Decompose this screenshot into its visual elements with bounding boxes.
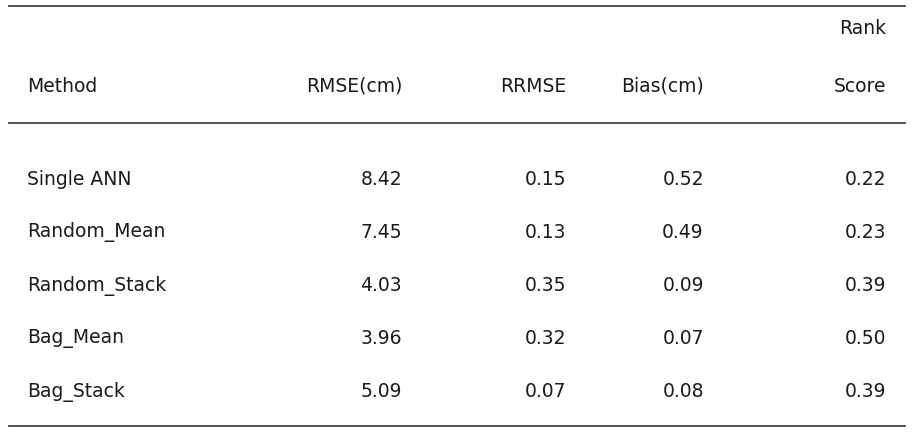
Text: 0.50: 0.50 <box>845 329 887 348</box>
Text: 7.45: 7.45 <box>360 223 402 242</box>
Text: Single ANN: Single ANN <box>27 170 132 189</box>
Text: 0.13: 0.13 <box>526 223 567 242</box>
Text: 0.32: 0.32 <box>526 329 567 348</box>
Text: 8.42: 8.42 <box>360 170 402 189</box>
Text: Score: Score <box>834 77 887 96</box>
Text: 0.23: 0.23 <box>845 223 887 242</box>
Text: 0.49: 0.49 <box>662 223 704 242</box>
Text: Bag_Stack: Bag_Stack <box>27 382 125 402</box>
Text: Random_Stack: Random_Stack <box>27 276 166 295</box>
Text: 3.96: 3.96 <box>361 329 402 348</box>
Text: Bag_Mean: Bag_Mean <box>27 329 124 348</box>
Text: 0.15: 0.15 <box>526 170 567 189</box>
Text: Method: Method <box>27 77 98 96</box>
Text: Random_Mean: Random_Mean <box>27 222 165 242</box>
Text: 0.09: 0.09 <box>663 276 704 295</box>
Text: 0.22: 0.22 <box>845 170 887 189</box>
Text: 0.52: 0.52 <box>663 170 704 189</box>
Text: RMSE(cm): RMSE(cm) <box>306 77 402 96</box>
Text: 5.09: 5.09 <box>361 382 402 401</box>
Text: Rank: Rank <box>839 19 887 38</box>
Text: RRMSE: RRMSE <box>501 77 567 96</box>
Text: 0.39: 0.39 <box>845 276 887 295</box>
Text: 0.07: 0.07 <box>663 329 704 348</box>
Text: 0.35: 0.35 <box>526 276 567 295</box>
Text: 0.07: 0.07 <box>526 382 567 401</box>
Text: 4.03: 4.03 <box>360 276 402 295</box>
Text: 0.39: 0.39 <box>845 382 887 401</box>
Text: 0.08: 0.08 <box>663 382 704 401</box>
Text: Bias(cm): Bias(cm) <box>621 77 704 96</box>
